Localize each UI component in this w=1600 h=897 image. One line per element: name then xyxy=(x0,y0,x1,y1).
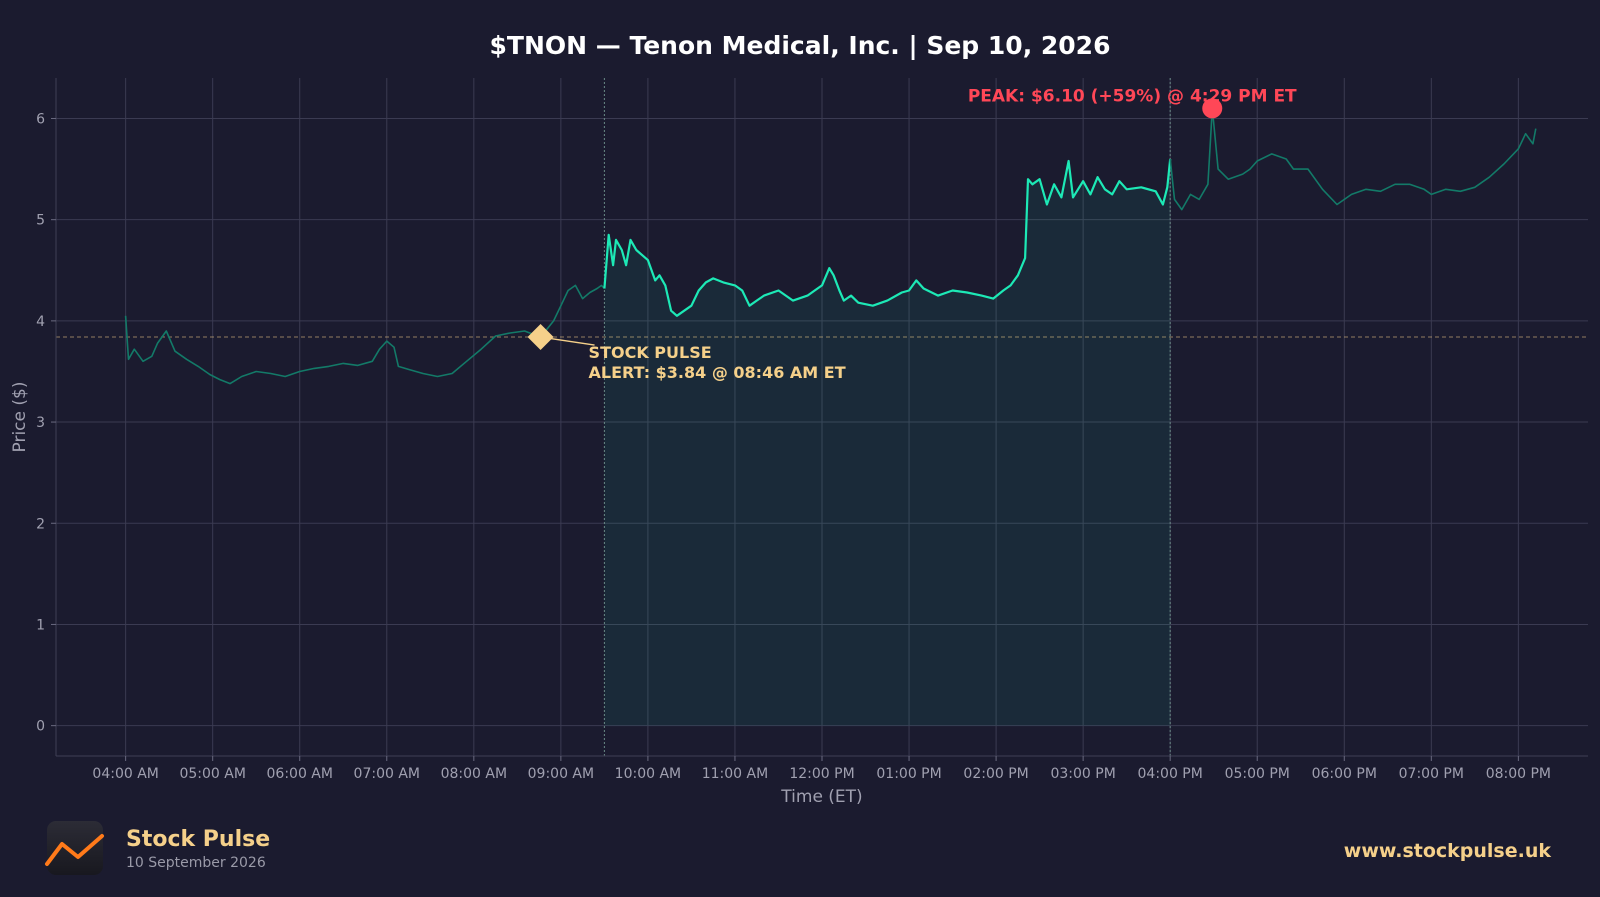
alert-label-line2: ALERT: $3.84 @ 08:46 AM ET xyxy=(589,363,846,382)
x-tick-label: 03:00 PM xyxy=(1050,766,1115,782)
x-tick-label: 11:00 AM xyxy=(702,766,768,782)
peak-marker xyxy=(1202,98,1223,119)
x-tick-label: 09:00 AM xyxy=(528,766,594,782)
y-tick-label: 5 xyxy=(36,213,45,229)
regular-session-shading xyxy=(603,78,1171,756)
x-tick-label: 07:00 PM xyxy=(1399,766,1464,782)
alert-diamond-marker xyxy=(527,324,554,351)
y-tick-label: 1 xyxy=(36,617,45,633)
x-tick-labels: 04:00 AM 05:00 AM 06:00 AM 07:00 AM 08:00 AM… xyxy=(92,756,1551,782)
x-tick-label: 04:00 PM xyxy=(1138,766,1203,782)
branding-logo xyxy=(45,821,104,875)
y-tick-label: 4 xyxy=(36,314,45,330)
grid xyxy=(56,78,1588,756)
peak-label: PEAK: $6.10 (+59%) @ 4:29 PM ET xyxy=(968,86,1297,106)
x-tick-label: 05:00 AM xyxy=(179,766,245,782)
x-tick-label: 01:00 PM xyxy=(876,766,941,782)
y-axis-label: Price ($) xyxy=(10,382,30,453)
premarket-price-line xyxy=(124,284,605,385)
y-tick-label: 2 xyxy=(36,516,45,532)
afterhours-price-line xyxy=(1169,107,1537,211)
x-tick-label: 02:00 PM xyxy=(963,766,1028,782)
x-tick-label: 07:00 AM xyxy=(354,766,420,782)
x-tick-label: 12:00 PM xyxy=(789,766,854,782)
annotations: PEAK: $6.10 (+59%) @ 4:29 PM ET STOCK PUL… xyxy=(527,86,1297,382)
price-line xyxy=(124,107,1537,385)
regular-session-price-line xyxy=(603,158,1172,317)
x-tick-label: 10:00 AM xyxy=(615,766,681,782)
alert-label-line1: STOCK PULSE xyxy=(589,343,712,362)
x-tick-label: 05:00 PM xyxy=(1225,766,1290,782)
regular-session-area xyxy=(604,159,1171,726)
brand-date: 10 September 2026 xyxy=(126,855,266,871)
x-tick-label: 06:00 AM xyxy=(267,766,333,782)
x-tick-label: 04:00 AM xyxy=(92,766,158,782)
x-axis-label: Time (ET) xyxy=(780,787,862,807)
x-tick-label: 06:00 PM xyxy=(1312,766,1377,782)
website-link[interactable]: www.stockpulse.uk xyxy=(1344,840,1552,862)
logo-background xyxy=(47,821,103,875)
chart-trend-icon xyxy=(45,834,104,866)
y-tick-label: 0 xyxy=(36,719,45,735)
x-tick-label: 08:00 AM xyxy=(441,766,507,782)
y-tick-labels: 0 1 2 3 4 5 6 xyxy=(36,111,56,735)
brand-name: Stock Pulse xyxy=(126,827,270,852)
x-tick-label: 08:00 PM xyxy=(1486,766,1551,782)
y-tick-label: 3 xyxy=(36,415,45,431)
chart-title: $TNON — Tenon Medical, Inc. | Sep 10, 20… xyxy=(490,31,1111,60)
y-tick-label: 6 xyxy=(36,111,45,127)
